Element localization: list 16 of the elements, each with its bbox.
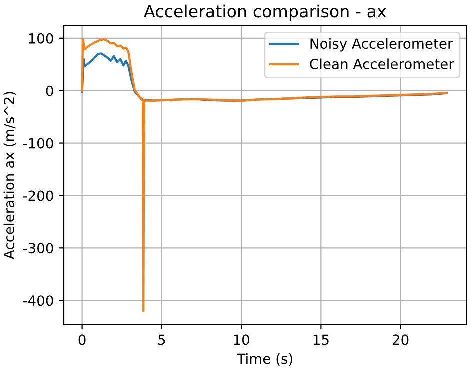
y-tick-label: 0 <box>46 86 54 96</box>
x-tick-label: 0 <box>78 334 86 346</box>
chart-title: Acceleration comparison - ax <box>144 4 386 21</box>
y-tick-label: -400 <box>23 296 54 306</box>
x-axis-title: Time (s) <box>237 353 292 366</box>
legend-label: Clean Accelerometer <box>310 58 454 70</box>
y-axis-title: Acceleration ax (m/s^2) <box>4 92 16 260</box>
y-tick-label: -200 <box>23 190 54 202</box>
y-tick-label: -300 <box>23 243 54 254</box>
legend-label: Noisy Accelerometer <box>310 38 454 52</box>
x-tick-label: 5 <box>158 334 166 346</box>
x-tick-label: 10 <box>234 334 250 346</box>
x-tick-label: 15 <box>314 334 329 346</box>
x-tick-label: 20 <box>392 334 409 346</box>
y-tick-label: -100 <box>23 138 54 149</box>
y-tick-label: 100 <box>29 33 54 44</box>
